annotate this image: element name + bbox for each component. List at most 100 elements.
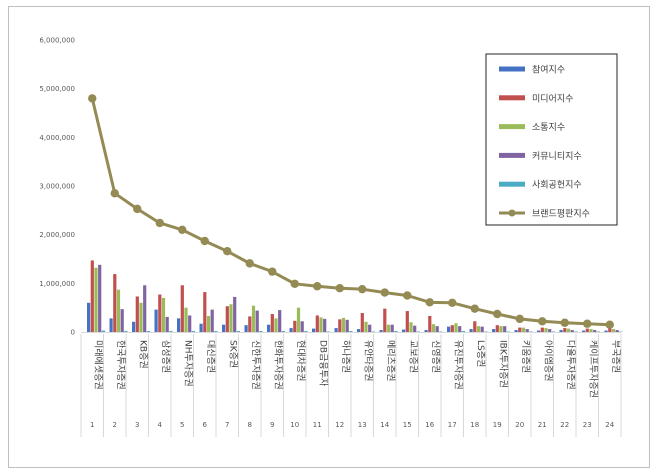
bar xyxy=(574,331,578,333)
x-category-label: 부국증권 xyxy=(610,340,622,373)
x-index-label: 9 xyxy=(270,421,274,429)
bar xyxy=(413,325,417,332)
bar xyxy=(461,331,465,332)
bar xyxy=(619,331,623,333)
bar xyxy=(124,331,128,332)
bar xyxy=(233,296,237,332)
bar xyxy=(113,274,117,332)
brand-reputation-chart: 0 1,000,000 2,000,000 3,000,000 4,000,000 5,0… xyxy=(39,37,623,437)
line-point xyxy=(155,218,164,228)
x-category-label: DB금융투자 xyxy=(317,340,328,387)
bar xyxy=(604,330,608,332)
bar xyxy=(90,260,94,332)
bar xyxy=(435,326,439,332)
bar xyxy=(304,331,308,332)
x-index-label: 24 xyxy=(605,421,614,429)
x-category-label: 한국투자증권 xyxy=(115,340,127,390)
bar xyxy=(447,326,451,332)
x-index-label: 1 xyxy=(90,421,94,429)
x-index-label: 18 xyxy=(470,421,479,429)
bar xyxy=(120,309,124,332)
bar xyxy=(214,331,218,332)
x-category-label: 유진투자증권 xyxy=(452,340,464,390)
x-category-label: 미래에셋증권 xyxy=(92,340,104,390)
x-category-label: IBK투자증권 xyxy=(497,340,509,388)
bar xyxy=(559,330,563,332)
bar xyxy=(529,331,533,333)
bar xyxy=(274,318,278,332)
bar xyxy=(450,325,454,332)
bar xyxy=(540,327,544,332)
line-point xyxy=(515,314,524,324)
bar xyxy=(293,320,297,332)
x-index-label: 15 xyxy=(403,421,412,429)
bar xyxy=(563,328,567,332)
line-point xyxy=(110,189,119,198)
bar xyxy=(154,309,158,332)
line-point xyxy=(538,317,547,326)
x-category-label: 다올투자증권 xyxy=(565,340,577,390)
bar xyxy=(521,327,526,332)
x-category-label: NH투자증권 xyxy=(182,340,194,387)
x-category-label: 대신증권 xyxy=(205,340,217,373)
bar xyxy=(255,310,259,332)
y-tick-label: 3,000,000 xyxy=(39,183,75,191)
bar xyxy=(177,318,181,332)
bar xyxy=(394,331,398,332)
bar xyxy=(503,326,507,332)
bar xyxy=(326,331,330,333)
line-point xyxy=(380,288,389,297)
bar xyxy=(135,296,139,332)
bar xyxy=(180,285,184,332)
bar xyxy=(476,326,481,332)
bar xyxy=(116,289,121,332)
x-category-label: 삼성증권 xyxy=(160,340,172,373)
bar xyxy=(278,310,282,332)
bar xyxy=(270,313,274,332)
legend-swatch xyxy=(499,95,525,101)
x-index-label: 21 xyxy=(538,421,547,429)
x-index-label: 7 xyxy=(225,421,229,429)
x-category-label: 현대차증권 xyxy=(295,340,307,381)
line-point xyxy=(493,309,502,319)
line-point xyxy=(313,282,322,291)
bar xyxy=(334,328,338,332)
legend-label: 브랜드평판지수 xyxy=(532,209,590,220)
bar xyxy=(229,304,233,332)
bar xyxy=(525,329,529,332)
bar xyxy=(296,307,301,332)
bar xyxy=(566,328,571,332)
x-category-label: 메리츠증권 xyxy=(385,340,397,381)
bar xyxy=(551,331,555,333)
x-index-label: 20 xyxy=(515,421,524,429)
line-point xyxy=(268,267,277,276)
x-category-label: 하나증권 xyxy=(340,340,352,373)
line-point xyxy=(605,320,614,329)
bar xyxy=(158,294,162,332)
bar xyxy=(368,324,372,332)
bar xyxy=(225,306,229,332)
bar xyxy=(94,267,98,332)
bar xyxy=(101,330,105,332)
x-category-label: 유안타증권 xyxy=(362,340,374,381)
x-category-label: 신한투자증권 xyxy=(250,340,262,390)
x-index-label: 12 xyxy=(335,421,344,429)
bar xyxy=(165,316,169,332)
legend-swatch xyxy=(499,181,525,187)
line-point xyxy=(403,291,412,300)
bar xyxy=(267,324,271,332)
line-point xyxy=(223,247,232,256)
bar xyxy=(184,307,188,332)
line-point xyxy=(200,236,209,246)
bar xyxy=(593,330,597,332)
line-point xyxy=(425,298,434,307)
legend-label: 커뮤니티지수 xyxy=(532,151,582,162)
bar xyxy=(405,311,409,332)
bar xyxy=(428,315,432,332)
bar xyxy=(206,315,211,332)
bar xyxy=(248,316,252,332)
bar xyxy=(210,309,214,332)
bar xyxy=(402,329,406,332)
line-point xyxy=(245,259,254,268)
